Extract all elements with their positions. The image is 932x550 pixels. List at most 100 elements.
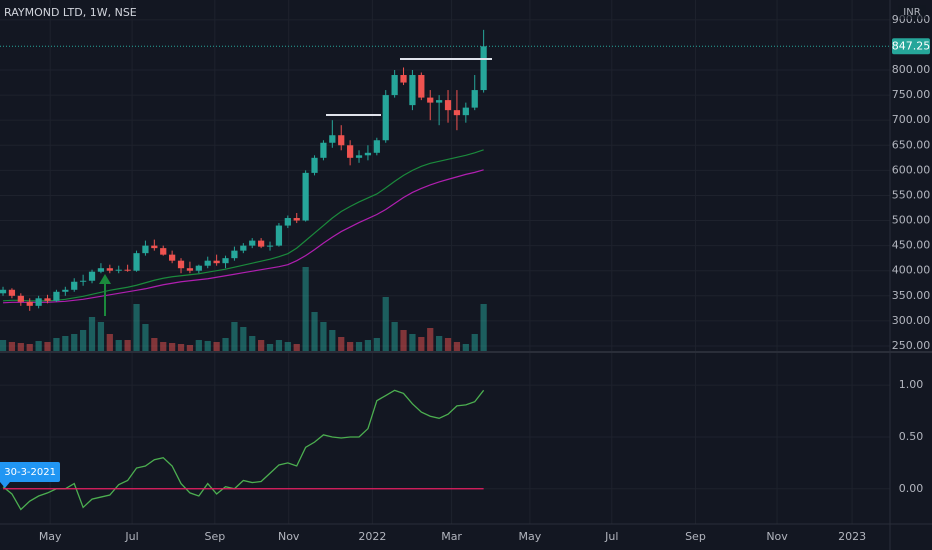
volume-bar <box>471 334 478 352</box>
volume-bar <box>17 343 24 352</box>
x-tick-label: Sep <box>204 530 225 543</box>
candle-body <box>0 289 7 294</box>
candle-body <box>444 100 452 111</box>
candle-body <box>329 135 336 143</box>
volume-bar <box>302 267 309 352</box>
candle-body <box>320 142 327 158</box>
volume-bar <box>338 337 345 352</box>
y-tick-label: 700.00 <box>892 113 931 126</box>
volume-bar <box>133 304 140 352</box>
moving-average <box>2 169 484 304</box>
volume-bar <box>400 330 407 352</box>
volume-bar <box>169 343 176 352</box>
candle-body <box>169 254 176 261</box>
volume-bar <box>275 340 283 352</box>
candle-body <box>195 265 202 271</box>
volume-bar <box>106 334 113 352</box>
volume-bar <box>160 342 167 352</box>
volume-bar <box>284 342 291 352</box>
volume-bar <box>427 328 434 352</box>
volume-bar <box>115 340 122 352</box>
volume-bar <box>53 338 60 352</box>
candle-body <box>44 298 51 301</box>
volume-bar <box>320 322 327 352</box>
candle-body <box>26 301 33 306</box>
last-price-box <box>892 38 930 55</box>
candle-body <box>8 289 16 296</box>
candle-body <box>311 157 318 173</box>
candle-body <box>436 100 443 103</box>
candle-body <box>480 46 487 91</box>
y2-tick-label: 1.00 <box>899 378 924 391</box>
volume-bar <box>222 338 229 352</box>
volume-bar <box>151 338 158 352</box>
currency-label: INR <box>903 7 920 18</box>
volume-bar <box>382 297 389 352</box>
candle-body <box>177 260 185 269</box>
currency-box <box>898 5 926 19</box>
annotation-box <box>0 462 60 482</box>
candle-body <box>35 298 42 306</box>
candle-body <box>115 269 122 271</box>
x-tick-label: 2023 <box>838 530 866 543</box>
volume-bar <box>373 338 380 352</box>
x-tick-label: May <box>39 530 62 543</box>
volume-bar <box>347 342 354 352</box>
moving-average <box>2 149 484 302</box>
candle-body <box>400 75 407 83</box>
x-tick-label: May <box>519 530 542 543</box>
y-tick-label: 350.00 <box>892 289 931 302</box>
candle-body <box>160 248 167 255</box>
y-tick-label: 450.00 <box>892 239 931 252</box>
y-tick-label: 650.00 <box>892 138 931 151</box>
candle-body <box>364 152 372 156</box>
y2-tick-label: 0.50 <box>899 430 924 443</box>
volume-bar <box>186 345 194 352</box>
candle-body <box>62 289 69 292</box>
candle-body <box>418 75 425 98</box>
candle-body <box>17 295 24 302</box>
chart-title: RAYMOND LTD, 1W, NSE <box>4 6 137 19</box>
candle-body <box>293 218 300 221</box>
volume-bar <box>71 334 78 352</box>
candle-body <box>204 260 211 266</box>
volume-bar <box>204 341 211 352</box>
x-tick-label: Jul <box>604 530 618 543</box>
candle-body <box>213 260 220 264</box>
annotation-label: Ince. 30-3-2021 <box>0 467 56 478</box>
candle-body <box>124 269 131 271</box>
y-tick-label: 800.00 <box>892 63 931 76</box>
volume-bar <box>453 342 461 352</box>
candle-body <box>186 268 194 271</box>
volume-bar <box>177 344 185 352</box>
candle-body <box>97 268 105 272</box>
y-tick-label: 550.00 <box>892 188 931 201</box>
candle-body <box>471 90 478 108</box>
volume-bar <box>391 322 398 352</box>
candle-body <box>284 218 291 226</box>
candle-body <box>302 172 309 221</box>
volume-bar <box>62 336 69 352</box>
volume-bar <box>88 317 96 352</box>
candle-body <box>347 145 354 158</box>
grid <box>0 0 890 524</box>
candle-body <box>373 140 380 153</box>
volume-bar <box>240 327 247 352</box>
volume-bar <box>355 342 363 352</box>
volume-bar <box>80 330 87 352</box>
drawn-arrow-head <box>99 274 111 284</box>
x-tick-label: Mar <box>441 530 462 543</box>
candle-body <box>53 291 60 301</box>
volume-bar <box>409 334 416 352</box>
candle-body <box>133 253 140 271</box>
volume-bar <box>35 341 42 352</box>
candle-body <box>249 240 256 246</box>
candle-body <box>427 97 434 103</box>
volume-bar <box>44 342 51 352</box>
candle-body <box>222 258 229 264</box>
y-tick-label: 600.00 <box>892 163 931 176</box>
candle-body <box>453 110 461 116</box>
x-tick-label: 2022 <box>358 530 386 543</box>
candle-body <box>409 75 416 106</box>
